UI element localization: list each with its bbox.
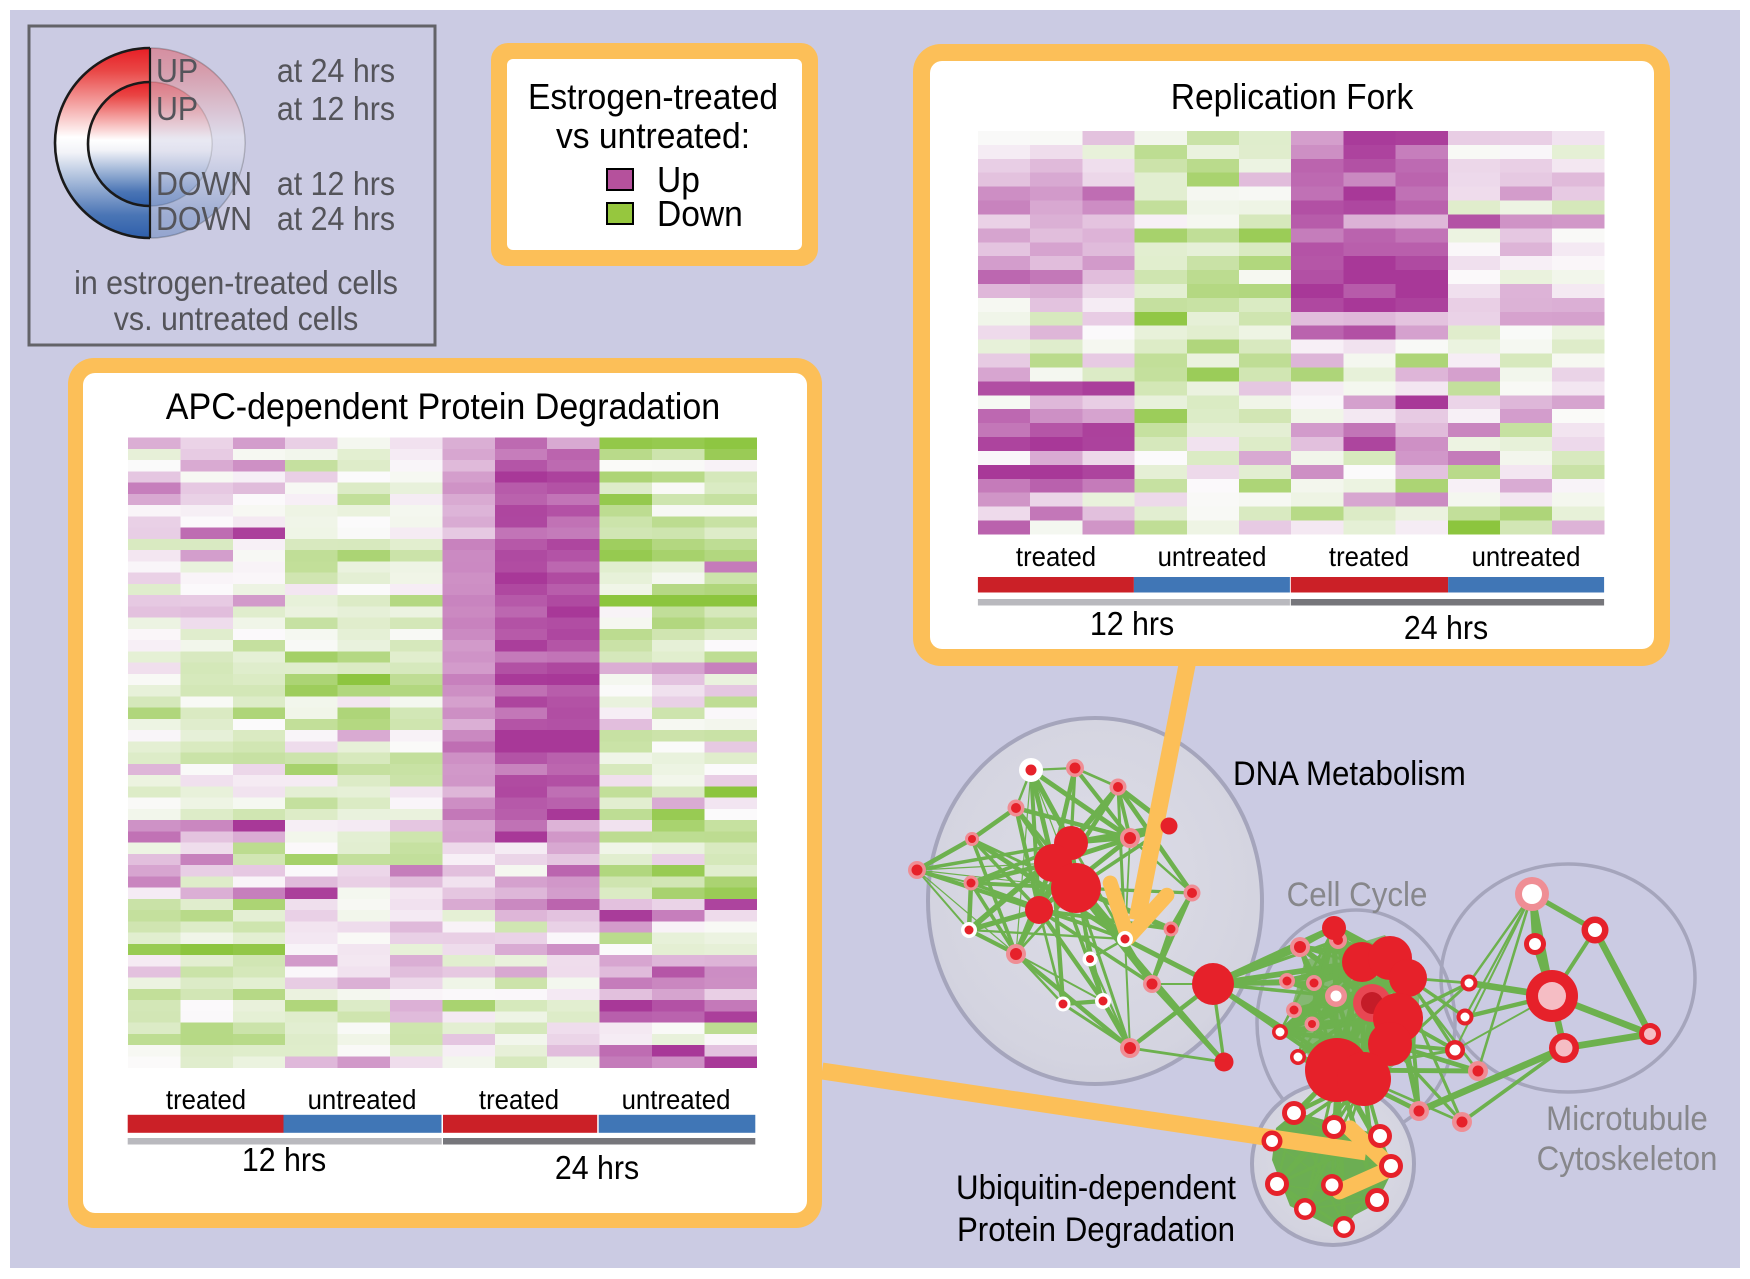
svg-text:untreated: untreated [308, 1084, 417, 1115]
svg-text:12 hrs: 12 hrs [242, 1141, 326, 1178]
svg-text:vs. untreated cells: vs. untreated cells [114, 300, 359, 337]
svg-text:treated: treated [1329, 541, 1409, 572]
svg-text:vs untreated:: vs untreated: [556, 116, 750, 157]
svg-text:untreated: untreated [1158, 541, 1267, 572]
svg-text:at 24 hrs: at 24 hrs [277, 200, 395, 237]
svg-text:UP: UP [156, 90, 198, 127]
svg-text:Up: Up [657, 160, 700, 201]
svg-text:UP: UP [156, 52, 198, 89]
svg-text:24 hrs: 24 hrs [555, 1149, 639, 1186]
svg-text:untreated: untreated [1472, 541, 1581, 572]
svg-text:treated: treated [166, 1084, 246, 1115]
svg-text:Estrogen-treated: Estrogen-treated [528, 77, 778, 118]
svg-text:at 12 hrs: at 12 hrs [277, 165, 395, 202]
svg-text:Cytoskeleton: Cytoskeleton [1537, 1139, 1718, 1178]
svg-text:Ubiquitin-dependent: Ubiquitin-dependent [956, 1168, 1236, 1207]
svg-text:Replication Fork: Replication Fork [1171, 77, 1414, 118]
svg-text:12 hrs: 12 hrs [1090, 605, 1174, 642]
svg-text:APC-dependent Protein Degradat: APC-dependent Protein Degradation [166, 386, 720, 428]
svg-text:Protein Degradation: Protein Degradation [957, 1210, 1235, 1249]
svg-text:at 12 hrs: at 12 hrs [277, 90, 395, 127]
svg-text:DOWN: DOWN [156, 200, 252, 237]
svg-text:in estrogen-treated cells: in estrogen-treated cells [74, 264, 398, 301]
svg-text:Down: Down [657, 194, 743, 235]
svg-text:DOWN: DOWN [156, 165, 252, 202]
svg-text:at 24 hrs: at 24 hrs [277, 52, 395, 89]
svg-text:Microtubule: Microtubule [1546, 1099, 1708, 1138]
svg-text:untreated: untreated [622, 1084, 731, 1115]
svg-text:treated: treated [479, 1084, 559, 1115]
svg-text:DNA Metabolism: DNA Metabolism [1233, 754, 1466, 793]
svg-text:Cell Cycle: Cell Cycle [1287, 875, 1428, 914]
svg-text:24 hrs: 24 hrs [1404, 609, 1488, 646]
svg-text:treated: treated [1016, 541, 1096, 572]
